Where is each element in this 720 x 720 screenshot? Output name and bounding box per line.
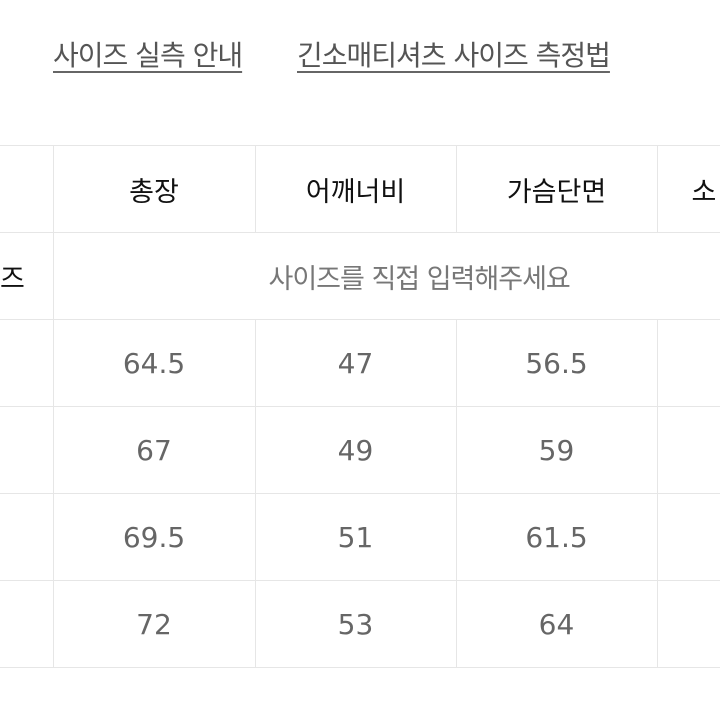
custom-size-note[interactable]: 사이즈를 직접 입력해주세요 — [52, 232, 720, 320]
table-row: 72 53 64 — [0, 580, 720, 668]
cell-chest: 56.5 — [455, 319, 658, 407]
row-label: 즈 — [0, 232, 54, 320]
table-row: 64.5 47 56.5 — [0, 319, 720, 407]
header-sleeve: 소 — [656, 145, 720, 233]
size-table: 총장 어깨너비 가슴단면 소 즈 사이즈를 직접 입력해주세요 64.5 47 … — [0, 145, 720, 668]
cell-shoulder: 49 — [254, 406, 457, 494]
size-links: 사이즈 실측 안내 긴소매티셔츠 사이즈 측정법 — [0, 34, 720, 78]
measurement-method-link[interactable]: 긴소매티셔츠 사이즈 측정법 — [297, 39, 611, 72]
table-row: 67 49 59 — [0, 406, 720, 494]
cell-chest: 59 — [455, 406, 658, 494]
header-chest: 가슴단면 — [455, 145, 658, 233]
header-length: 총장 — [52, 145, 256, 233]
cell-length: 67 — [52, 406, 256, 494]
cell-length: 64.5 — [52, 319, 256, 407]
cell-shoulder: 47 — [254, 319, 457, 407]
cell-shoulder: 53 — [254, 580, 457, 668]
cell-length: 72 — [52, 580, 256, 668]
size-guide-link[interactable]: 사이즈 실측 안내 — [53, 39, 243, 72]
cell-shoulder: 51 — [254, 493, 457, 581]
table-header-row: 총장 어깨너비 가슴단면 소 — [0, 145, 720, 233]
header-shoulder: 어깨너비 — [254, 145, 457, 233]
table-row-custom: 즈 사이즈를 직접 입력해주세요 — [0, 232, 720, 320]
cell-chest: 61.5 — [455, 493, 658, 581]
header-size — [0, 145, 54, 233]
table-row: 69.5 51 61.5 — [0, 493, 720, 581]
cell-chest: 64 — [455, 580, 658, 668]
cell-length: 69.5 — [52, 493, 256, 581]
